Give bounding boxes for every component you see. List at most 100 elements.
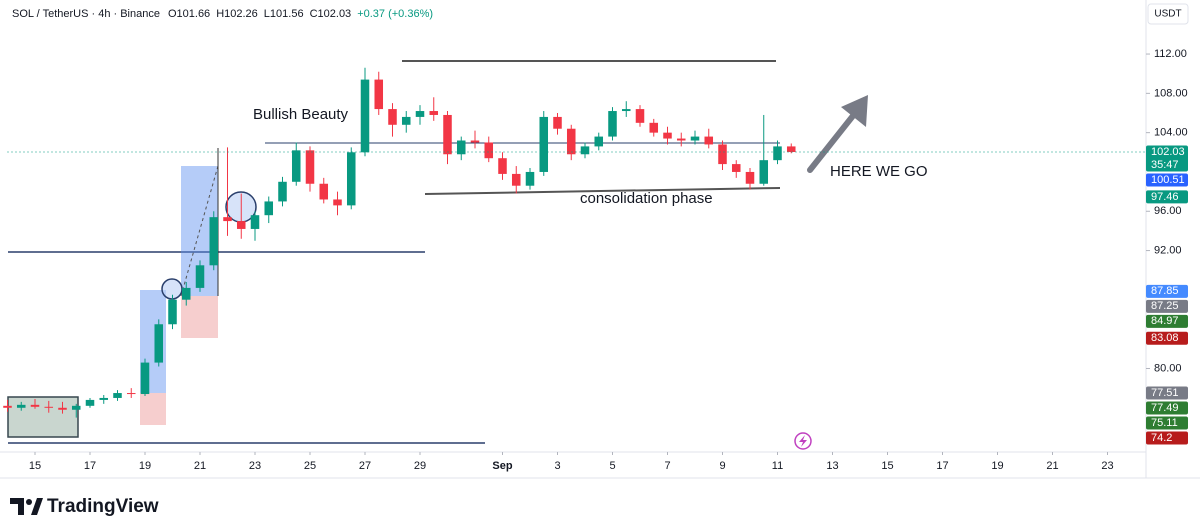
candle-body [181,287,191,300]
annotation: Bullish Beauty [253,106,349,123]
x-tick-label: 7 [664,460,670,472]
candle-body [305,150,315,184]
candle-body [401,116,411,125]
candle-body [566,128,576,155]
currency: USDT [1154,9,1181,20]
candle-body [773,146,782,161]
candle-body [470,140,480,143]
candle-body [731,164,741,172]
support-trendline [424,187,781,195]
candle-body [168,299,177,325]
price-badge [1146,431,1188,445]
candle-body [16,404,26,408]
logo: TradingView [10,496,159,517]
candle-body [44,406,54,408]
logo-mark [26,499,32,505]
symbol: SOL / TetherUS · 4h · Binance [12,8,160,20]
x-tick-label: 21 [1046,460,1058,472]
currency-button[interactable] [1147,3,1189,25]
ohlc-value: 102.26 [224,8,258,20]
candle-body [415,111,425,117]
arrow-shaft [807,109,859,173]
long-stop-zone [181,296,218,338]
price-badge [1146,386,1188,400]
candle-body [99,397,109,400]
annotation: consolidation phase [580,190,713,207]
candle-body [319,183,329,200]
x-tick-label: 29 [414,460,426,472]
candle-body [511,173,521,186]
price-badge [1146,401,1188,415]
candle-body [333,199,342,206]
price-badge [1146,314,1188,328]
candle-body [113,393,122,398]
price-badge-label: 102.03 [1151,146,1185,158]
candle-body [71,405,81,410]
candle-body [676,138,686,141]
candle-body [126,393,136,395]
candle-body [278,181,287,202]
price-badge-label: 75.11 [1151,417,1178,429]
drawings: Bullish Beauty consolidation phase HERE … [7,60,928,444]
candle-body [690,136,700,141]
long-stop-zone [140,393,166,425]
countdown: 35:47 [1151,159,1179,171]
price-badge-label: 77.51 [1151,387,1179,399]
x-tick-label: 17 [84,460,96,472]
price-badge-label: 87.25 [1151,300,1179,312]
range-box [7,396,79,438]
event-icon[interactable] [794,432,812,450]
candle-body [484,142,494,159]
ohlc-key: L [264,8,270,20]
candle-body [649,122,659,133]
x-tick-label: 19 [139,460,151,472]
x-tick-label: Sep [492,460,512,472]
price-badge-label: 97.46 [1151,191,1179,203]
candle-body [498,158,507,174]
change: +0.37 (+0.36%) [357,8,433,20]
logo-mark [10,498,24,515]
x-tick-label: 3 [554,460,560,472]
candle-body [140,362,150,395]
x-tick-label: 11 [772,460,783,472]
candle-body [85,399,95,406]
candle-body [195,265,205,288]
candle-body [250,215,260,229]
candle-body [360,79,370,153]
price-badge [1146,190,1188,204]
x-tick-label: 17 [936,460,948,472]
price-badge-label: 77.49 [1151,402,1179,414]
arrow-head [841,95,868,127]
x-tick-label: 23 [1101,460,1113,472]
x-tick-label: 25 [304,460,316,472]
x-tick-label: 13 [826,460,838,472]
candle-body [236,221,246,229]
price-badge [1146,331,1188,345]
candle-body [553,116,562,129]
brand: TradingView [47,496,159,517]
candle-body [663,132,672,139]
y-tick-label: 104.00 [1154,127,1188,139]
projection-line [180,165,219,297]
candle-body [388,109,397,125]
candle-body [30,404,40,407]
price-badge-label: 87.85 [1151,285,1179,297]
candle-body [374,79,384,110]
candle-body [635,109,645,123]
candle-body [580,146,590,155]
candle-body [264,201,274,216]
ohlc-value: 102.03 [318,8,352,20]
x-tick-label: 19 [991,460,1003,472]
x-tick-label: 15 [881,460,893,472]
candle-body [58,407,67,410]
candle-body [745,171,755,184]
price-badge-label: 74.2 [1151,432,1172,444]
y-tick-label: 112.00 [1154,48,1187,60]
candle-body [718,144,727,165]
candle-body [443,114,452,155]
candle-body [3,405,12,408]
price-badge [1146,299,1188,313]
x-tick-label: 21 [194,460,206,472]
candle-body [594,136,604,147]
